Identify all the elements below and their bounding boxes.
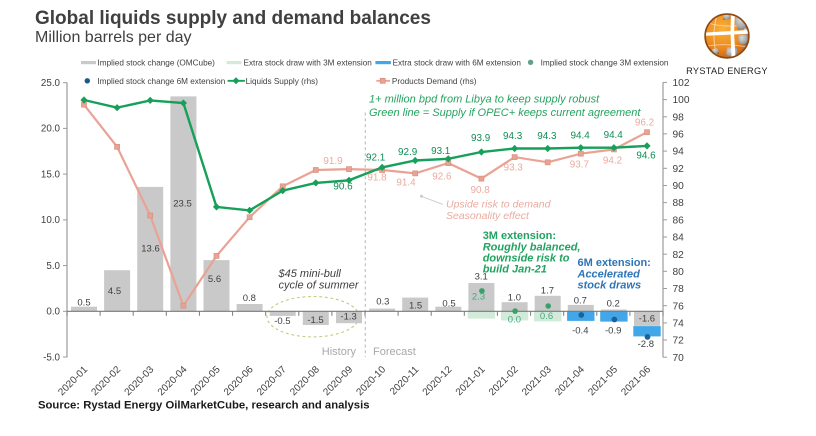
svg-text:90: 90 xyxy=(673,181,685,192)
svg-text:94: 94 xyxy=(673,147,685,158)
svg-text:86: 86 xyxy=(673,215,685,226)
svg-text:-1.6: -1.6 xyxy=(639,313,655,324)
svg-text:76: 76 xyxy=(673,301,685,312)
svg-text:92.1: 92.1 xyxy=(366,153,386,164)
svg-text:-0.5: -0.5 xyxy=(274,316,290,327)
svg-text:102: 102 xyxy=(673,78,690,89)
svg-text:Million barrels per day: Million barrels per day xyxy=(35,29,192,46)
svg-text:Extra stock draw with 6M exten: Extra stock draw with 6M extension xyxy=(393,58,522,67)
svg-text:91.4: 91.4 xyxy=(396,177,416,188)
svg-text:3M extension:: 3M extension: xyxy=(483,230,556,242)
svg-text:1.5: 1.5 xyxy=(409,301,422,312)
svg-text:5.6: 5.6 xyxy=(208,274,221,285)
svg-text:92.6: 92.6 xyxy=(432,172,452,183)
svg-text:94.3: 94.3 xyxy=(503,131,523,142)
svg-text:Green line = Supply if OPEC+ k: Green line = Supply if OPEC+ keeps curre… xyxy=(369,107,641,119)
svg-text:0.2: 0.2 xyxy=(607,299,620,310)
svg-text:Upside risk to demand: Upside risk to demand xyxy=(446,199,552,211)
svg-text:5.0: 5.0 xyxy=(46,261,60,272)
svg-text:0.0: 0.0 xyxy=(46,307,60,318)
svg-text:1+ million bpd from Libya to k: 1+ million bpd from Libya to keep supply… xyxy=(369,94,600,106)
svg-text:93.7: 93.7 xyxy=(570,160,589,171)
svg-text:94.2: 94.2 xyxy=(603,155,622,166)
svg-text:Global liquids supply and dema: Global liquids supply and demand balance… xyxy=(35,8,431,29)
svg-text:96: 96 xyxy=(673,130,685,141)
svg-text:-2.8: -2.8 xyxy=(638,339,654,350)
svg-text:70: 70 xyxy=(673,353,685,364)
svg-text:20.0: 20.0 xyxy=(41,124,61,135)
svg-text:88: 88 xyxy=(673,198,685,209)
svg-text:Implied stock change 3M extens: Implied stock change 3M extension xyxy=(541,58,669,67)
svg-text:82: 82 xyxy=(673,250,685,261)
svg-text:90.8: 90.8 xyxy=(470,185,490,196)
svg-text:94.3: 94.3 xyxy=(537,131,557,142)
svg-text:90.6: 90.6 xyxy=(333,182,353,193)
svg-text:23.5: 23.5 xyxy=(173,198,192,209)
svg-text:2.3: 2.3 xyxy=(472,292,485,303)
svg-text:91.9: 91.9 xyxy=(323,156,343,167)
svg-text:0.7: 0.7 xyxy=(574,296,587,307)
svg-text:stock draws: stock draws xyxy=(578,280,642,292)
svg-text:98: 98 xyxy=(673,112,685,123)
svg-text:Products Demand (rhs): Products Demand (rhs) xyxy=(392,77,477,86)
svg-text:0.5: 0.5 xyxy=(442,299,455,310)
svg-text:build Jan-21: build Jan-21 xyxy=(483,264,547,276)
svg-text:80: 80 xyxy=(673,267,685,278)
svg-text:94.4: 94.4 xyxy=(604,130,624,141)
svg-text:84: 84 xyxy=(673,233,685,244)
svg-text:downside risk to: downside risk to xyxy=(483,253,570,265)
svg-text:-5.0: -5.0 xyxy=(43,352,60,363)
svg-text:10.0: 10.0 xyxy=(41,215,61,226)
svg-text:0.8: 0.8 xyxy=(243,293,256,304)
svg-text:25.0: 25.0 xyxy=(41,78,61,89)
svg-text:15.0: 15.0 xyxy=(41,169,61,180)
svg-text:$45 mini-bull: $45 mini-bull xyxy=(278,268,342,280)
svg-text:1.0: 1.0 xyxy=(508,292,521,303)
svg-text:78: 78 xyxy=(673,284,685,295)
svg-text:72: 72 xyxy=(673,336,685,347)
svg-text:93.3: 93.3 xyxy=(504,162,524,173)
svg-text:-0.4: -0.4 xyxy=(572,326,588,337)
svg-text:Forecast: Forecast xyxy=(373,346,416,358)
svg-text:3.1: 3.1 xyxy=(475,272,488,283)
svg-text:0.6: 0.6 xyxy=(540,311,553,322)
svg-text:92: 92 xyxy=(673,164,685,175)
svg-text:100: 100 xyxy=(673,95,690,106)
svg-text:Accelerated: Accelerated xyxy=(577,268,641,280)
svg-text:94.4: 94.4 xyxy=(570,131,590,142)
svg-text:13.6: 13.6 xyxy=(141,243,160,254)
svg-text:History: History xyxy=(322,346,357,358)
svg-text:RYSTAD ENERGY: RYSTAD ENERGY xyxy=(686,66,768,76)
svg-text:-1.3: -1.3 xyxy=(340,312,356,323)
svg-text:Extra stock draw with 3M exten: Extra stock draw with 3M extension xyxy=(244,58,373,67)
svg-text:cycle of summer: cycle of summer xyxy=(279,280,360,292)
svg-text:Source: Rystad Energy OilMarke: Source: Rystad Energy OilMarketCube, res… xyxy=(38,400,370,412)
svg-text:-0.9: -0.9 xyxy=(605,325,621,336)
svg-text:-1.5: -1.5 xyxy=(307,315,323,326)
svg-text:91.8: 91.8 xyxy=(367,173,387,184)
svg-text:0.5: 0.5 xyxy=(77,298,90,309)
svg-text:93.9: 93.9 xyxy=(471,133,491,144)
svg-text:Implied stock change (OMCube): Implied stock change (OMCube) xyxy=(98,58,216,67)
svg-text:96.2: 96.2 xyxy=(635,118,654,129)
svg-text:74: 74 xyxy=(673,319,685,330)
svg-text:Liquids Supply (rhs): Liquids Supply (rhs) xyxy=(246,77,319,86)
svg-text:92.9: 92.9 xyxy=(398,147,418,158)
svg-text:1.7: 1.7 xyxy=(541,286,554,297)
svg-text:Implied stock change 6M extens: Implied stock change 6M extension xyxy=(97,77,225,86)
svg-text:0.0: 0.0 xyxy=(508,315,521,326)
svg-text:93.1: 93.1 xyxy=(431,146,451,157)
svg-text:0.3: 0.3 xyxy=(376,296,389,307)
svg-text:94.6: 94.6 xyxy=(636,151,656,162)
svg-text:6M extension:: 6M extension: xyxy=(578,257,651,269)
svg-text:Roughly balanced,: Roughly balanced, xyxy=(483,241,581,253)
svg-text:4.5: 4.5 xyxy=(108,286,121,297)
svg-text:Seasonality effect: Seasonality effect xyxy=(446,210,530,222)
